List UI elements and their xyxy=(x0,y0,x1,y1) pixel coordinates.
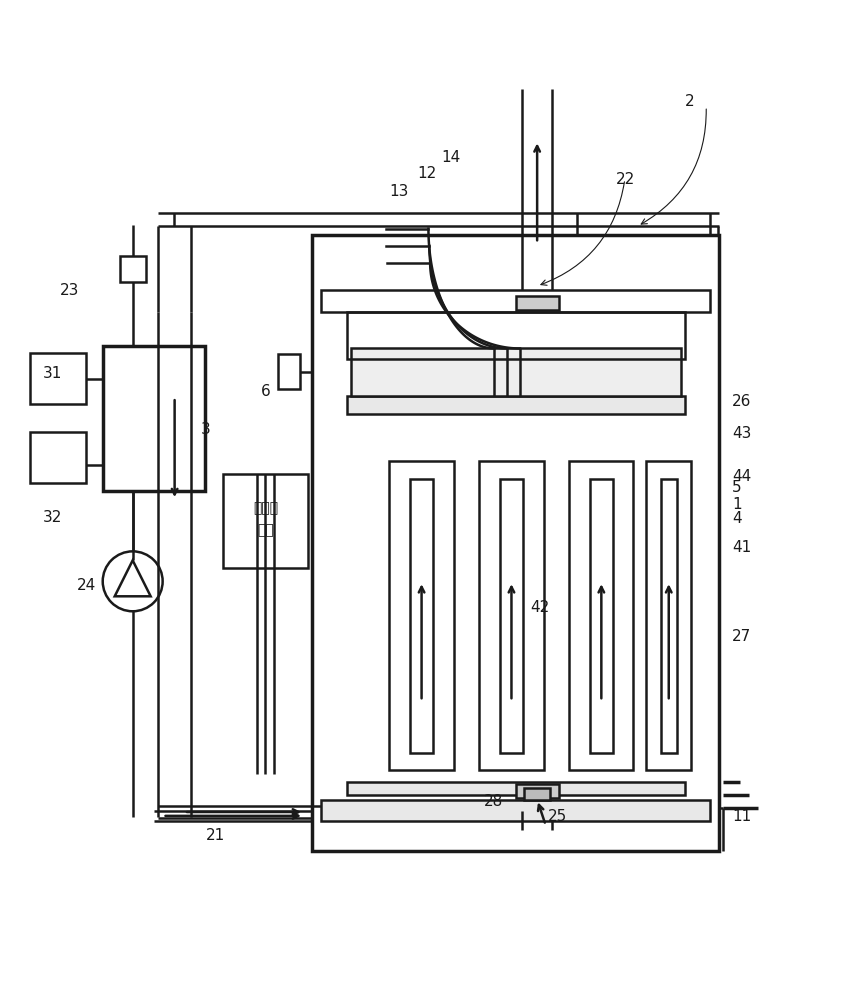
Text: 三相高: 三相高 xyxy=(253,502,278,516)
Text: 42: 42 xyxy=(531,600,550,614)
Bar xyxy=(389,461,454,770)
Bar xyxy=(347,312,685,359)
Bar xyxy=(278,354,300,389)
Text: 4: 4 xyxy=(732,511,741,526)
Text: 2: 2 xyxy=(685,94,694,109)
Bar xyxy=(515,296,559,310)
Bar xyxy=(351,348,681,396)
Bar xyxy=(569,461,633,770)
Text: 26: 26 xyxy=(732,394,752,409)
Text: 31: 31 xyxy=(43,366,62,381)
Bar xyxy=(347,396,685,414)
Bar xyxy=(661,479,677,753)
Bar xyxy=(347,782,685,795)
Bar xyxy=(312,235,719,851)
Text: 6: 6 xyxy=(261,384,270,399)
Bar xyxy=(321,800,710,821)
Text: 43: 43 xyxy=(732,426,752,441)
Text: 32: 32 xyxy=(43,510,62,525)
Text: 3: 3 xyxy=(201,422,211,437)
Text: 24: 24 xyxy=(77,578,96,593)
Text: 5: 5 xyxy=(732,480,741,495)
Bar xyxy=(500,479,523,753)
Bar xyxy=(103,346,205,491)
Text: 压电: 压电 xyxy=(257,523,274,537)
Bar xyxy=(223,474,308,568)
Text: 41: 41 xyxy=(732,540,751,555)
Text: 1: 1 xyxy=(732,497,741,512)
Text: 14: 14 xyxy=(441,150,460,165)
Text: 25: 25 xyxy=(548,809,567,824)
Bar xyxy=(524,788,550,800)
Text: 27: 27 xyxy=(732,629,751,644)
Text: 23: 23 xyxy=(60,283,80,298)
Bar xyxy=(410,479,433,753)
Text: 13: 13 xyxy=(389,184,409,199)
Bar xyxy=(30,353,86,404)
Bar xyxy=(120,256,146,282)
Bar xyxy=(321,290,710,312)
Text: 22: 22 xyxy=(616,172,635,187)
Text: 44: 44 xyxy=(732,469,751,484)
Bar xyxy=(30,432,86,483)
Text: 11: 11 xyxy=(732,809,751,824)
Bar xyxy=(646,461,691,770)
Bar xyxy=(515,784,559,798)
Text: 28: 28 xyxy=(484,794,502,809)
Text: 12: 12 xyxy=(418,166,437,181)
Bar xyxy=(590,479,613,753)
Bar xyxy=(479,461,544,770)
Text: 21: 21 xyxy=(205,828,224,843)
